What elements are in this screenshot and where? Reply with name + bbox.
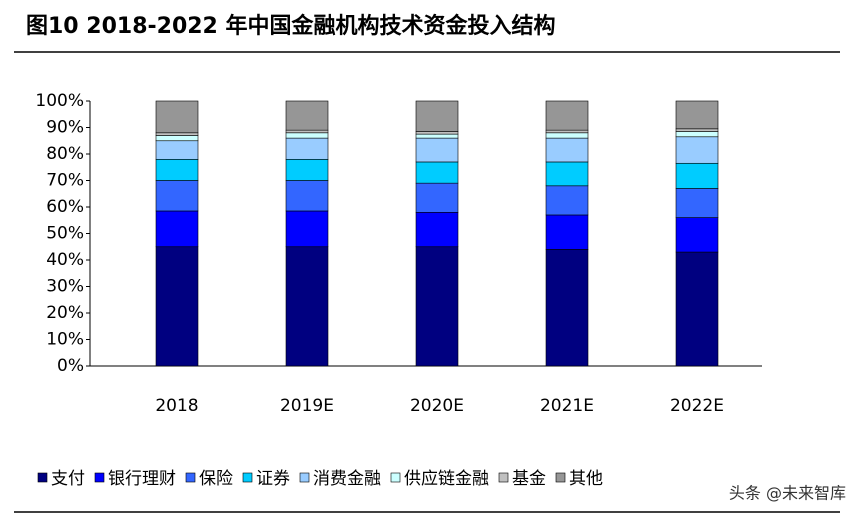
legend-swatch	[390, 472, 401, 483]
legend-swatch	[498, 472, 509, 483]
legend-swatch	[242, 472, 253, 483]
bar-segment	[415, 100, 459, 132]
bar-segment	[675, 131, 719, 138]
bar-segment	[155, 246, 199, 367]
bar-segment	[415, 137, 459, 163]
bar-segment	[675, 251, 719, 367]
bar-segment	[415, 131, 459, 135]
legend-label: 消费金融	[313, 469, 381, 489]
bar-segment	[545, 137, 589, 163]
bar-segment	[545, 214, 589, 250]
x-tick-label: 2022E	[670, 396, 724, 416]
y-tick-label: 50%	[46, 224, 84, 244]
x-tick-label: 2020E	[410, 396, 464, 416]
bar-segment	[545, 249, 589, 367]
y-tick-label: 0%	[57, 356, 84, 376]
bar-segment	[285, 246, 329, 367]
legend-label: 支付	[51, 469, 85, 489]
chart-title: 图10 2018-2022 年中国金融机构技术资金投入结构	[26, 13, 556, 39]
bar-segment	[285, 210, 329, 248]
bar-segment	[545, 161, 589, 187]
legend-swatch	[185, 472, 196, 483]
bar-segment	[545, 129, 589, 134]
bar-segment	[285, 132, 329, 139]
bar-segment	[415, 161, 459, 184]
bar-segment	[155, 100, 199, 134]
bar-segment	[155, 135, 199, 142]
legend-label: 供应链金融	[404, 469, 489, 489]
legend-label: 其他	[569, 469, 603, 489]
bar-segment	[675, 128, 719, 132]
y-tick-label: 10%	[46, 330, 84, 350]
y-tick-label: 20%	[46, 303, 84, 323]
bar-segment	[155, 132, 199, 136]
bar-segment	[285, 159, 329, 181]
bar-segment	[675, 136, 719, 164]
y-tick-label: 90%	[46, 118, 84, 138]
y-tick-label: 80%	[46, 144, 84, 164]
y-tick-label: 60%	[46, 197, 84, 217]
x-tick-label: 2021E	[540, 396, 594, 416]
legend-swatch	[299, 472, 310, 483]
bar-segment	[155, 159, 199, 181]
x-tick-label: 2018	[155, 396, 198, 416]
x-tick-label: 2019E	[280, 396, 334, 416]
bar-segment	[545, 185, 589, 216]
bar-segment	[415, 133, 459, 139]
bar-segment	[675, 188, 719, 218]
bar-segment	[285, 100, 329, 131]
legend-label: 基金	[512, 469, 546, 489]
bar-segment	[285, 129, 329, 134]
bar-segment	[285, 137, 329, 160]
bar-segment	[415, 182, 459, 213]
legend-label: 证券	[256, 469, 290, 489]
bar-segment	[545, 132, 589, 139]
y-tick-label: 40%	[46, 250, 84, 270]
watermark: 头条 @未来智库	[729, 484, 846, 503]
bar-segment	[285, 180, 329, 212]
bar-segment	[545, 100, 589, 131]
bar-segment	[675, 100, 719, 130]
legend-swatch	[94, 472, 105, 483]
legend-swatch	[37, 472, 48, 483]
bar-segment	[155, 180, 199, 212]
bar-segment	[675, 217, 719, 253]
bar-segment	[415, 246, 459, 367]
legend-label: 银行理财	[108, 469, 176, 489]
y-tick-label: 30%	[46, 277, 84, 297]
legend-label: 保险	[199, 469, 233, 489]
legend-swatch	[555, 472, 566, 483]
bar-segment	[155, 210, 199, 248]
y-tick-label: 100%	[35, 91, 84, 111]
bar-segment	[675, 162, 719, 189]
y-tick-label: 70%	[46, 171, 84, 191]
bar-segment	[155, 140, 199, 160]
bar-segment	[415, 212, 459, 248]
